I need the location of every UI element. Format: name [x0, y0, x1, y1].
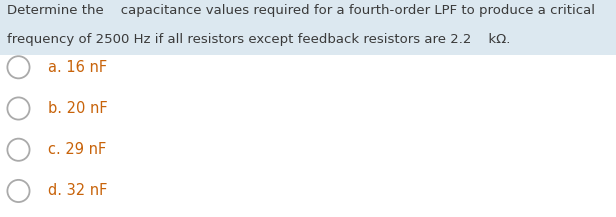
Text: b. 20 nF: b. 20 nF [48, 101, 108, 116]
Text: frequency of 2500 Hz if all resistors except feedback resistors are 2.2    kΩ.: frequency of 2500 Hz if all resistors ex… [7, 33, 511, 46]
Text: d. 32 nF: d. 32 nF [48, 183, 107, 199]
Text: c. 29 nF: c. 29 nF [48, 142, 107, 157]
Text: Determine the    capacitance values required for a fourth-order LPF to produce a: Determine the capacitance values require… [7, 4, 596, 17]
FancyBboxPatch shape [0, 0, 616, 55]
Text: a. 16 nF: a. 16 nF [48, 60, 107, 75]
